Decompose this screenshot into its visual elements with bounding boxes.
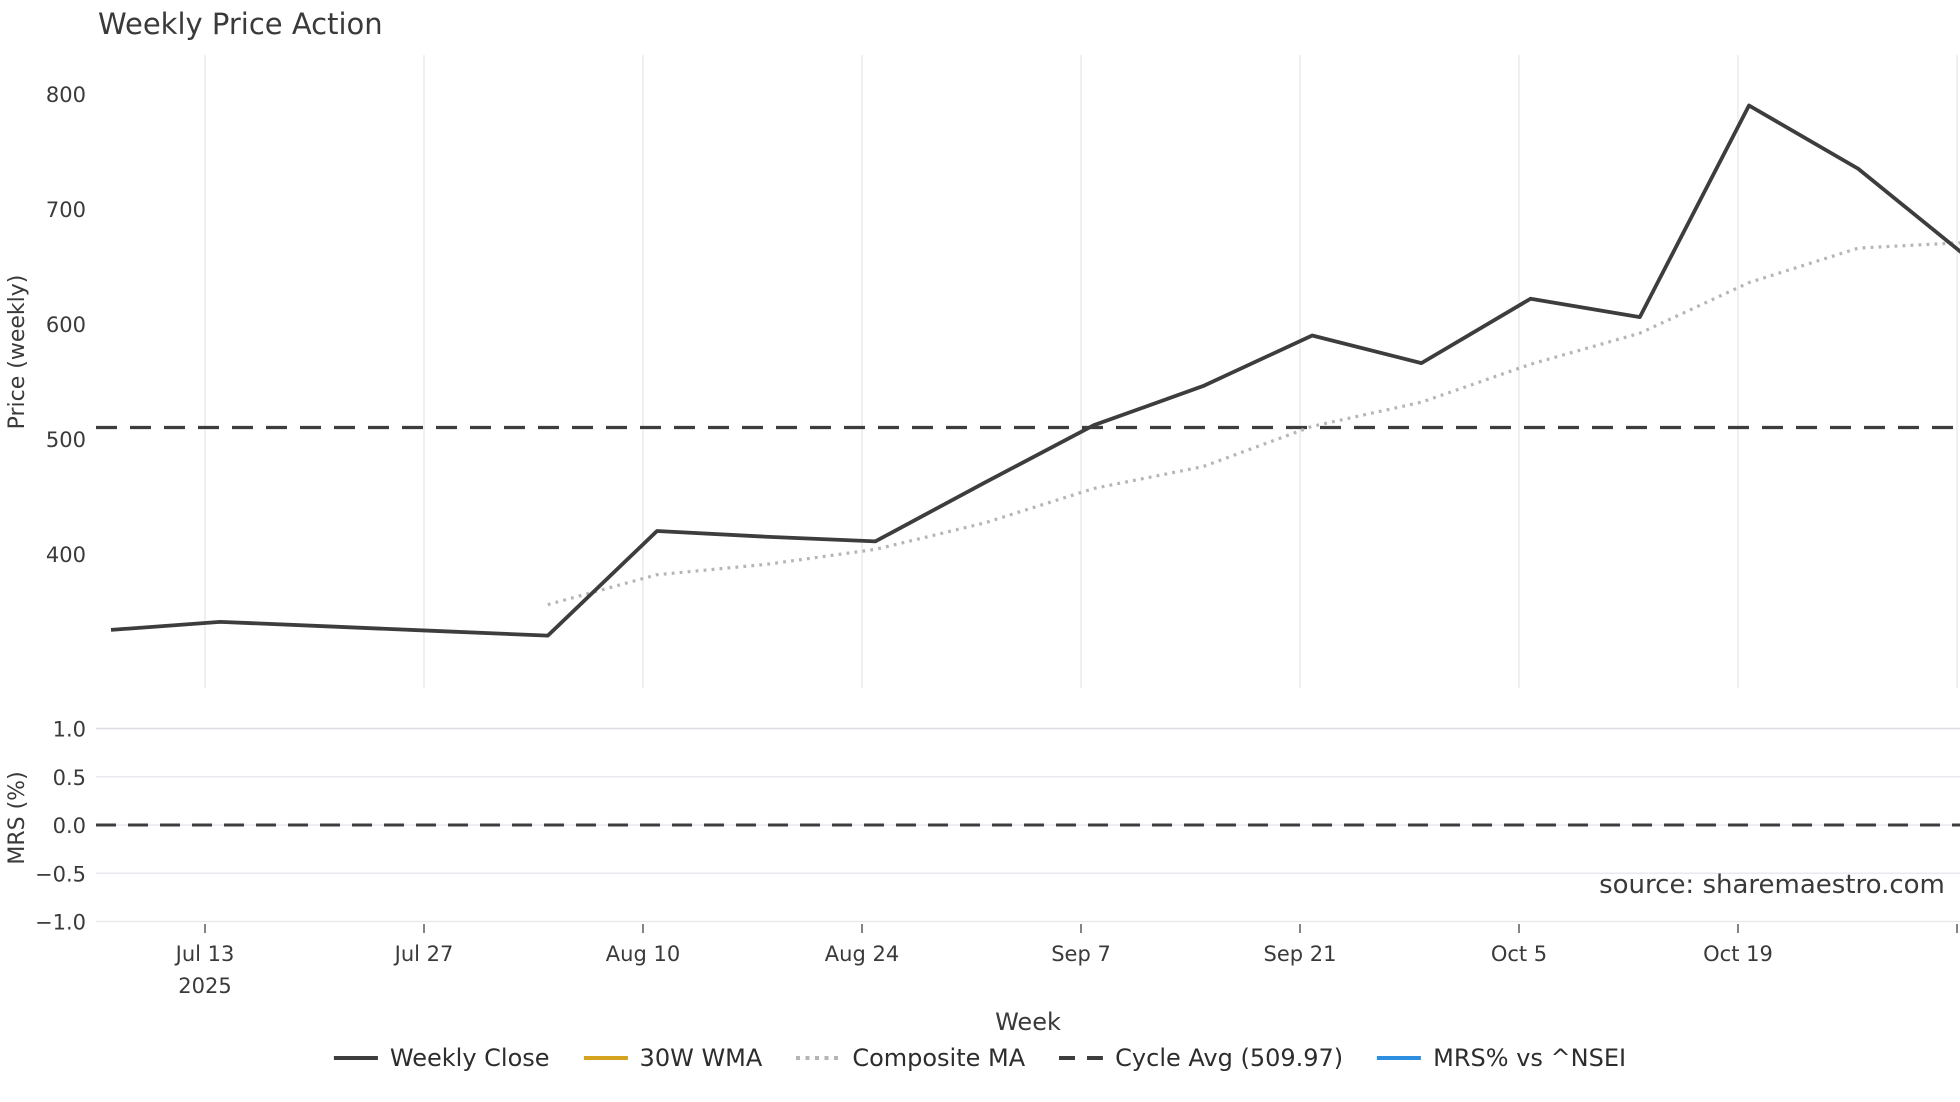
mrs-ylabel: MRS (%) <box>5 771 30 864</box>
xtick-label: Sep 7 <box>1051 942 1111 966</box>
xtick-label: Oct 19 <box>1703 942 1773 966</box>
legend-label: Weekly Close <box>389 1044 550 1072</box>
price-ytick-label: 400 <box>46 543 86 567</box>
mrs-ytick-label: −1.0 <box>35 911 86 935</box>
xlabel-week: Week <box>995 1008 1061 1036</box>
legend-item: Composite MA <box>796 1044 1025 1072</box>
price-vertical-gridlines <box>204 55 1958 688</box>
legend-label: Composite MA <box>852 1044 1026 1072</box>
price-ylabel: Price (weekly) <box>5 275 30 430</box>
price-ytick-label: 800 <box>46 83 86 107</box>
legend-item: Cycle Avg (509.97) <box>1059 1044 1343 1072</box>
price-ytick-label: 600 <box>46 313 86 337</box>
mrs-ytick-label: 0.5 <box>53 766 86 790</box>
mrs-ytick-label: −0.5 <box>35 862 86 886</box>
composite-ma-line <box>547 241 1960 607</box>
price-ytick-labels: 800 700 600 500 400 <box>46 83 86 567</box>
price-ytick-label: 700 <box>46 198 86 222</box>
plot-lines <box>96 103 1960 827</box>
legend-item: MRS% vs ^NSEI <box>1377 1044 1626 1072</box>
legend-swatch-solid <box>1377 1056 1422 1060</box>
mrs-ytick-label: 0.0 <box>53 814 86 838</box>
legend-item: 30W WMA <box>583 1044 763 1072</box>
xtick-label: Jul 13 <box>174 942 235 966</box>
price-ytick-label: 500 <box>46 428 86 452</box>
legend-item: Weekly Close <box>333 1044 550 1072</box>
legend-label: Cycle Avg (509.97) <box>1115 1044 1344 1072</box>
legend-swatch-dashed <box>1059 1056 1104 1060</box>
chart-title: Weekly Price Action <box>98 7 383 41</box>
xtick-label: Jul 27 <box>393 942 454 966</box>
mrs-ytick-labels: 1.0 0.5 0.0 −0.5 −1.0 <box>35 718 86 935</box>
xtick-marks <box>204 924 1958 933</box>
legend-label: MRS% vs ^NSEI <box>1433 1044 1627 1072</box>
xtick-label: Oct 5 <box>1491 942 1547 966</box>
legend-swatch-solid <box>583 1056 628 1060</box>
xtick-label: Sep 21 <box>1264 942 1337 966</box>
legend-swatch-dotted <box>796 1056 841 1060</box>
xtick-year-label: 2025 <box>178 974 231 998</box>
weekly-close-line <box>110 103 1960 638</box>
xtick-labels: Jul 13 2025 Jul 27 Aug 10 Aug 24 Sep 7 Sep 21 O… <box>174 942 1773 998</box>
chart-legend: Weekly Close 30W WMA Composite MA Cycle Avg… <box>333 1044 1626 1072</box>
legend-swatch-solid <box>333 1056 378 1060</box>
xtick-label: Aug 10 <box>606 942 680 966</box>
legend-label: 30W WMA <box>639 1044 763 1072</box>
mrs-ytick-label: 1.0 <box>53 718 86 742</box>
xtick-label: Aug 24 <box>825 942 899 966</box>
source-credit: source: sharemaestro.com <box>1599 870 1945 900</box>
